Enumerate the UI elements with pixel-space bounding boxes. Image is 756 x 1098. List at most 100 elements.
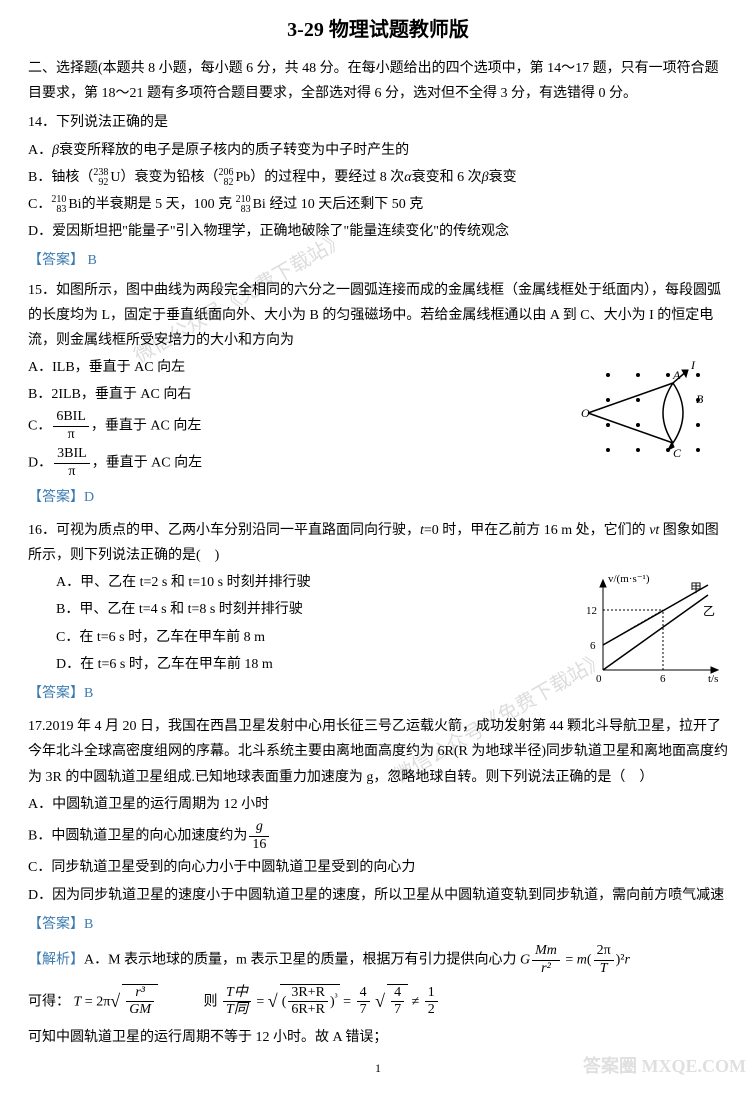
pb-z: 82 — [218, 178, 233, 188]
eq1-rp: )² — [616, 953, 625, 968]
frac-num: r³ — [126, 985, 154, 1003]
eq2-eq: = 2π — [81, 994, 110, 1009]
q17-b-frac: g16 — [249, 819, 269, 854]
nuclide-u: 23892 — [93, 168, 108, 188]
eq2-sqrt2: (3R+R6R+R)³ — [268, 984, 340, 1020]
section-header: 二、选择题(本题共 8 小题，每小题 6 分，共 48 分。在每小题给出的四个选… — [28, 56, 728, 106]
frac-num: 3BIL — [54, 446, 90, 464]
q16-stem-pre: 16．可视为质点的甲、乙两小车分别沿同一平直路面同向行驶， — [28, 523, 420, 538]
frac-den: π — [53, 427, 89, 444]
vt-var: vt — [649, 523, 659, 538]
frac-num: 3R+R — [288, 985, 328, 1003]
bi-z-2: 83 — [236, 205, 251, 215]
q14-opt-b: B．铀核（23892U）衰变为铅核（20682Pb）的过程中，要经过 8 次α衰… — [28, 165, 728, 190]
q17-eq2: 可得： T = 2πr³GM 则 T中T同 = (3R+R6R+R)³ = 47… — [28, 984, 728, 1020]
page-title: 3-29 物理试题教师版 — [28, 12, 728, 48]
q14-c-post: 经过 10 天后还剩下 50 克 — [266, 197, 424, 212]
frac-den: 7 — [357, 1002, 370, 1019]
frac-den: r² — [532, 961, 560, 978]
label-i: I — [690, 358, 696, 372]
q17-stem: 17.2019 年 4 月 20 日，我国在西昌卫星发射中心用长征三号乙运载火箭… — [28, 714, 728, 790]
nuclide-bi: 21083 — [51, 195, 66, 215]
frac-num: Mm — [532, 943, 560, 961]
frac-num: g — [249, 819, 269, 837]
bi-sym: Bi — [68, 197, 81, 212]
frac-den: 6R+R — [288, 1002, 328, 1019]
q14-b-post: 衰变 — [489, 170, 517, 185]
eq1-g: G — [520, 953, 530, 968]
q14-c-pre: C． — [28, 197, 51, 212]
eq2-eq3: = — [343, 994, 354, 1009]
q15-d-frac: 3BILπ — [54, 446, 90, 481]
q17-opt-c: C．同步轨道卫星受到的向心力小于中圆轨道卫星受到的向心力 — [28, 855, 728, 880]
beta-symbol-2: β — [482, 170, 489, 185]
q14-b-mid3: 衰变和 6 次 — [412, 170, 482, 185]
eq2-pre: 可得： — [28, 994, 70, 1009]
q15-c-pre: C． — [28, 419, 51, 434]
xlabel: t/s — [708, 673, 718, 685]
nuclide-pb: 20682 — [218, 168, 233, 188]
q14-b-mid2: ）的过程中，要经过 8 次 — [250, 170, 404, 185]
label-o: O — [581, 406, 590, 420]
frac-den: GM — [126, 1002, 154, 1019]
ytick-12: 12 — [586, 605, 597, 617]
question-16: 16．可视为质点的甲、乙两小车分别沿同一平直路面同向行驶，t=0 时，甲在乙前方… — [28, 518, 728, 710]
alpha-symbol: α — [404, 170, 411, 185]
q17-opt-a: A．中圆轨道卫星的运行周期为 12 小时 — [28, 792, 728, 817]
analysis-a-text: A．M 表示地球的质量，m 表示卫星的质量，根据万有引力提供向心力 — [84, 953, 520, 968]
q15-d-post: ，垂直于 AC 向左 — [92, 456, 202, 471]
eq1-lp: ( — [587, 953, 592, 968]
u-z: 92 — [93, 178, 108, 188]
q16-graph: v/(m·s⁻¹) t/s 6 12 6 0 甲 乙 — [578, 570, 728, 690]
q14-answer: 【答案】 B — [28, 248, 728, 273]
q14-c-mid: 的半衰期是 5 天，100 克 — [82, 197, 236, 212]
xtick-6: 6 — [660, 673, 666, 685]
eq1-m: m — [577, 953, 587, 968]
q14-a-post: 衰变所释放的电子是原子核内的质子转变为中子时产生的 — [59, 143, 409, 158]
q14-stem: 14．下列说法正确的是 — [28, 110, 728, 135]
label-c: C — [673, 446, 682, 460]
cube: ³ — [335, 991, 338, 1002]
eq2-ratio: T中T同 — [223, 985, 251, 1020]
nuclide-bi2: 21083 — [236, 195, 251, 215]
q16-stem-mid: =0 时，甲在乙前方 16 m 处，它们的 — [424, 523, 649, 538]
q15-c-post: ，垂直于 AC 向左 — [91, 419, 201, 434]
label-a: A — [672, 368, 681, 382]
eq2-ne: ≠ — [412, 994, 423, 1009]
frac-den: 16 — [249, 837, 269, 854]
bi-sym-2: Bi — [253, 197, 266, 212]
q14-a-pre: A． — [28, 143, 52, 158]
q14-opt-c: C．21083Bi的半衰期是 5 天，100 克 21083Bi 经过 10 天… — [28, 192, 728, 217]
frac-den: π — [54, 464, 90, 481]
eq1-frac1: Mmr² — [532, 943, 560, 978]
eq2-sqrt1: r³GM — [110, 984, 158, 1020]
frac-num: 1 — [425, 985, 438, 1003]
q15-d-pre: D． — [28, 456, 52, 471]
frac-num: 2π — [594, 943, 614, 961]
bi-z: 83 — [51, 205, 66, 215]
frac-num: 4 — [391, 985, 404, 1003]
q15-answer: 【答案】D — [28, 485, 728, 510]
eq1-eq: = — [562, 953, 577, 968]
eq2-sqrt3: 47 — [375, 984, 408, 1020]
label-b: B — [696, 392, 704, 406]
frac-den: T同 — [223, 1002, 251, 1019]
frac-num: 4 — [357, 985, 370, 1003]
eq2-eq2: = — [256, 994, 267, 1009]
eq2-12: 12 — [425, 985, 438, 1020]
frac-num: 6BIL — [53, 409, 89, 427]
eq1-frac2: 2πT — [594, 943, 614, 978]
frac-den: 2 — [425, 1002, 438, 1019]
eq2-47: 47 — [357, 985, 370, 1020]
q16-stem: 16．可视为质点的甲、乙两小车分别沿同一平直路面同向行驶，t=0 时，甲在乙前方… — [28, 518, 728, 568]
eq1-r: r — [625, 953, 630, 968]
eq2-mid: 则 — [162, 994, 222, 1009]
question-14: 14．下列说法正确的是 A． β 衰变所释放的电子是原子核内的质子转变为中子时产生的… — [28, 110, 728, 273]
label-jia: 甲 — [690, 581, 702, 595]
q17-opt-b: B．中圆轨道卫星的向心加速度约为g16 — [28, 819, 728, 854]
page-number: 1 — [28, 1058, 728, 1080]
q14-b-mid1: ）衰变为铅核（ — [120, 170, 218, 185]
q15-c-frac: 6BILπ — [53, 409, 89, 444]
q14-b-pre: B．铀核（ — [28, 170, 93, 185]
label-yi: 乙 — [703, 604, 715, 618]
